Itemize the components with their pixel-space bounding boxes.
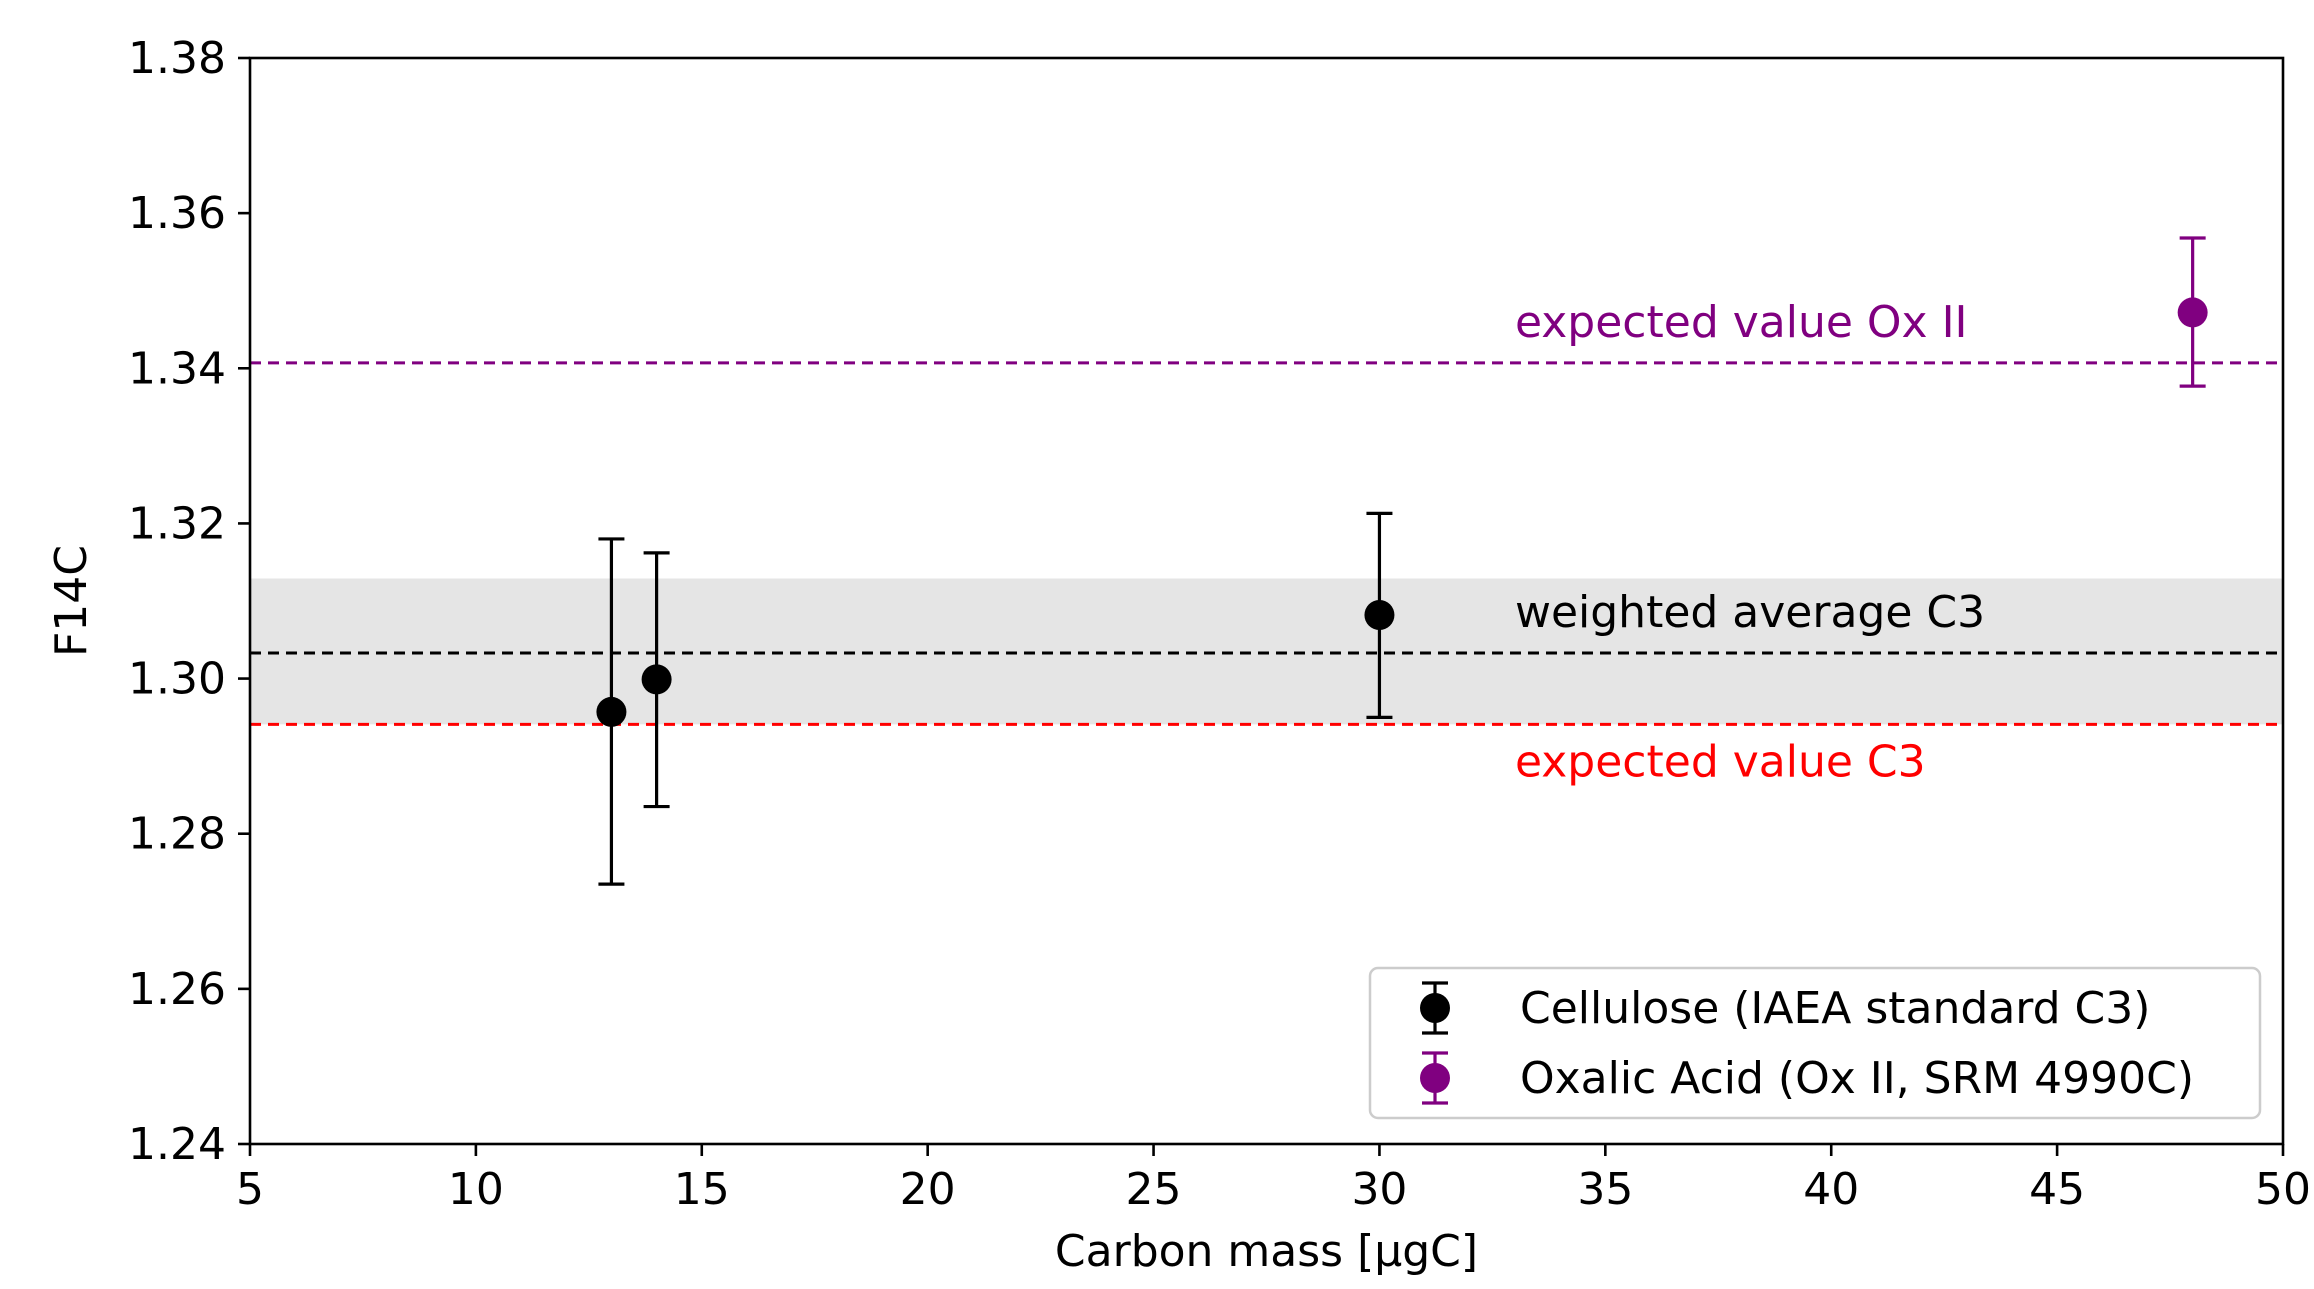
y-tick-label: 1.36 xyxy=(128,188,226,239)
x-tick-label: 25 xyxy=(1126,1164,1182,1215)
x-tick-label: 30 xyxy=(1351,1164,1407,1215)
x-tick-label: 45 xyxy=(2029,1164,2085,1215)
x-tick-label: 10 xyxy=(448,1164,504,1215)
ticks-layer: 5 10 15 20 25 30 35 40 45 50 1.24 1.26 1.28 1.30 1.32 1… xyxy=(128,33,2311,1215)
reference-line-label: weighted average C3 xyxy=(1515,587,1985,638)
y-tick-label: 1.34 xyxy=(128,343,226,394)
y-axis-label: F14C xyxy=(46,545,97,657)
reference-line-label: expected value Ox II xyxy=(1515,297,1968,348)
x-tick-label: 15 xyxy=(674,1164,730,1215)
data-point xyxy=(641,664,672,695)
y-tick-label: 1.28 xyxy=(128,809,226,860)
uncertainty-band xyxy=(250,578,2283,725)
legend-marker xyxy=(1420,993,1450,1023)
data-point xyxy=(596,696,627,727)
data-point xyxy=(1364,599,1395,630)
y-tick-label: 1.24 xyxy=(128,1119,226,1170)
legend-label: Cellulose (IAEA standard C3) xyxy=(1520,983,2150,1034)
legend-marker xyxy=(1420,1063,1450,1093)
data-point xyxy=(2177,297,2208,328)
y-tick-label: 1.32 xyxy=(128,498,226,549)
x-tick-label: 40 xyxy=(1803,1164,1859,1215)
y-tick-label: 1.30 xyxy=(128,654,226,705)
legend: Cellulose (IAEA standard C3) Oxalic Acid … xyxy=(1368,966,2262,1120)
y-tick-label: 1.26 xyxy=(128,964,226,1015)
legend-frame xyxy=(1368,966,2262,1120)
reference-lines-layer: expected value Ox II weighted average C3 e… xyxy=(250,297,2283,787)
data-points-layer xyxy=(596,236,2208,886)
x-tick-label: 5 xyxy=(236,1164,264,1215)
reference-line-label: expected value C3 xyxy=(1515,736,1926,787)
legend-label: Oxalic Acid (Ox II, SRM 4990C) xyxy=(1520,1053,2194,1104)
x-tick-label: 35 xyxy=(1577,1164,1633,1215)
x-tick-label: 20 xyxy=(900,1164,956,1215)
plot-frame xyxy=(248,56,2285,1146)
y-tick-label: 1.38 xyxy=(128,33,226,84)
x-tick-label: 50 xyxy=(2255,1164,2311,1215)
x-axis-label: Carbon mass [μgC] xyxy=(1055,1226,1478,1277)
uncertainty-band-layer xyxy=(250,578,2283,725)
